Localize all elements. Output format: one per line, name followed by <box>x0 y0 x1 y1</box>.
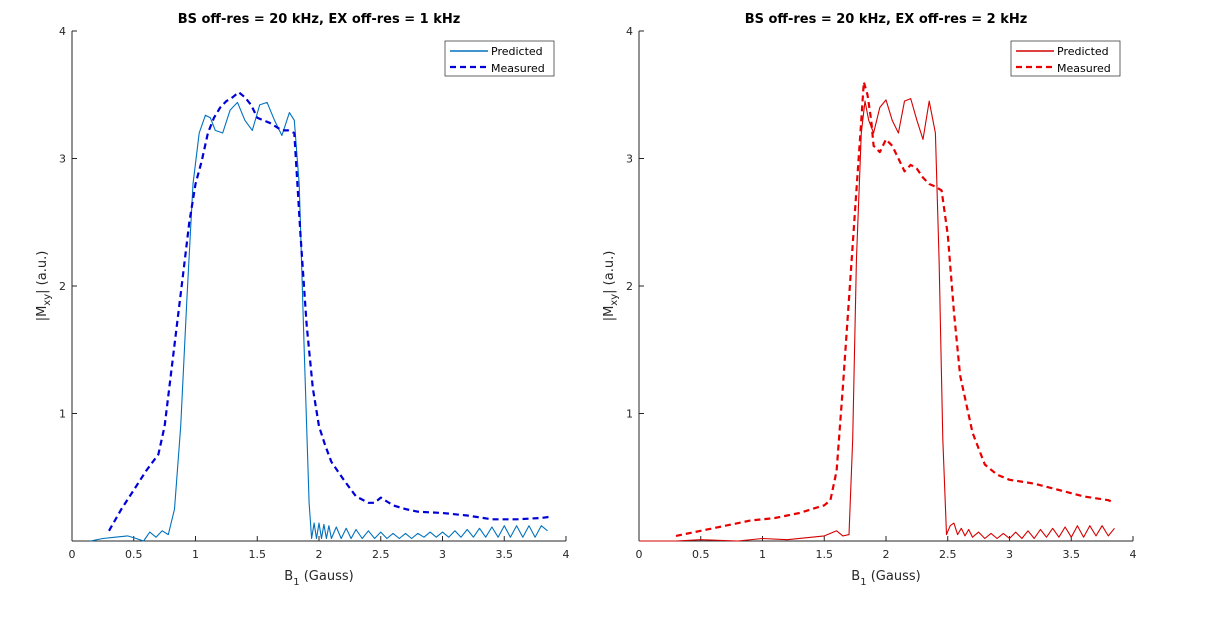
y-tick-label: 4 <box>59 25 66 38</box>
legend: Predicted Measured <box>1010 40 1121 77</box>
x-tick-label: 0 <box>636 548 643 561</box>
y-axis-label: |Mxy| (a.u.) <box>35 251 53 322</box>
series-line-predicted <box>90 101 548 542</box>
y-axis-label: |Mxy| (a.u.) <box>602 251 620 322</box>
y-tick-label: 4 <box>626 25 633 38</box>
legend-label-predicted: Predicted <box>491 45 543 58</box>
x-tick-label: 3.5 <box>1063 548 1081 561</box>
plot-area: 0 0.5 1 1.5 2 2.5 3 3.5 4 1 2 3 4 <box>59 25 570 561</box>
x-tick-label: 2.5 <box>372 548 390 561</box>
x-tick-label: 1 <box>759 548 766 561</box>
legend-box <box>1010 40 1121 77</box>
x-axis-label: B1 (Gauss) <box>851 569 920 588</box>
x-tick-label: 2 <box>883 548 890 561</box>
chart-panel-right: BS off-res = 20 kHz, EX off-res = 2 kHz … <box>602 12 1137 588</box>
series-line-predicted <box>639 98 1115 542</box>
legend-label-predicted: Predicted <box>1057 45 1109 58</box>
legend-box <box>444 40 555 77</box>
x-tick-label: 3 <box>439 548 446 561</box>
y-tick-label: 2 <box>626 280 633 293</box>
x-tick-label: 1 <box>192 548 199 561</box>
x-tick-label: 0 <box>69 548 76 561</box>
x-tick-label: 3.5 <box>496 548 514 561</box>
y-tick-label: 1 <box>626 408 633 421</box>
x-tick-label: 3 <box>1006 548 1013 561</box>
x-tick-label: 0.5 <box>692 548 710 561</box>
chart-title: BS off-res = 20 kHz, EX off-res = 1 kHz <box>178 12 461 27</box>
x-tick-label: 1.5 <box>816 548 834 561</box>
series-line-measured <box>108 91 551 532</box>
plot-area: 0 0.5 1 1.5 2 2.5 3 3.5 4 1 2 3 4 <box>626 25 1137 561</box>
y-tick-label: 3 <box>59 153 66 166</box>
x-tick-label: 2 <box>316 548 323 561</box>
y-tick-label: 3 <box>626 153 633 166</box>
legend: Predicted Measured <box>444 40 555 77</box>
x-tick-label: 1.5 <box>249 548 267 561</box>
x-tick-label: 4 <box>563 548 570 561</box>
legend-label-measured: Measured <box>491 62 545 75</box>
x-tick-label: 2.5 <box>939 548 957 561</box>
chart-title: BS off-res = 20 kHz, EX off-res = 2 kHz <box>745 12 1028 27</box>
legend-label-measured: Measured <box>1057 62 1111 75</box>
x-tick-label: 4 <box>1130 548 1137 561</box>
y-tick-label: 2 <box>59 280 66 293</box>
chart-panel-left: BS off-res = 20 kHz, EX off-res = 1 kHz … <box>35 12 570 588</box>
x-tick-label: 0.5 <box>125 548 143 561</box>
y-tick-label: 1 <box>59 408 66 421</box>
series-line-measured <box>675 80 1115 537</box>
x-axis-label: B1 (Gauss) <box>284 569 353 588</box>
